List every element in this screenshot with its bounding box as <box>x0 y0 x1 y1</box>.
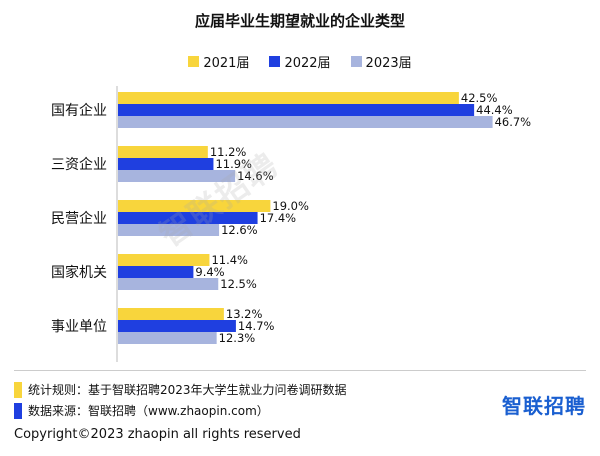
bar <box>118 92 459 104</box>
data-label: 11.4% <box>211 253 248 267</box>
bar <box>118 200 271 212</box>
bar <box>118 116 493 128</box>
bar <box>118 224 220 236</box>
data-label: 12.3% <box>219 331 256 345</box>
chart-title: 应届毕业生期望就业的企业类型 <box>194 12 405 30</box>
data-label: 42.5% <box>461 91 498 105</box>
data-label: 12.6% <box>221 223 258 237</box>
legend-item-2023: 2023届 <box>350 52 412 71</box>
category-label: 国有企业 <box>51 102 107 119</box>
bar <box>118 254 210 266</box>
bar <box>118 278 219 290</box>
legend-label-2021: 2021届 <box>203 56 250 71</box>
bar-chart: 国有企业 42.5%44.4%46.7% 三资企业 11.2%11.9%14.6% 民营… <box>51 86 532 362</box>
bar <box>118 332 217 344</box>
note-rule-text: 统计规则：基于智联招聘2023年大学生就业力问卷调研数据 <box>28 383 347 397</box>
data-label: 44.4% <box>476 103 513 117</box>
data-label: 12.5% <box>220 277 257 291</box>
legend-label-2023: 2023届 <box>365 56 412 71</box>
copyright: Copyright©2023 zhaopin all rights reserv… <box>14 427 301 442</box>
bar <box>118 266 194 278</box>
legend-item-2021: 2021届 <box>188 52 249 71</box>
bar <box>118 212 258 224</box>
note-swatch-rule <box>14 381 22 398</box>
category-label: 国家机关 <box>51 264 107 281</box>
legend-label-2022: 2022届 <box>284 56 331 71</box>
legend-item-2022: 2022届 <box>269 52 331 71</box>
note-swatch-source <box>14 402 22 419</box>
legend: 2021届 2022届 2023届 <box>0 52 600 71</box>
category-label: 事业单位 <box>51 319 107 335</box>
category-label: 三资企业 <box>51 156 107 173</box>
bar <box>118 308 224 320</box>
legend-swatch-2022 <box>269 56 281 67</box>
note-source-text: 数据来源：智联招聘（www.zhaopin.com） <box>28 404 269 418</box>
data-label: 9.4% <box>195 265 224 279</box>
brand-logo: 智联招聘 <box>502 394 586 418</box>
data-label: 19.0% <box>272 199 309 213</box>
bar <box>118 320 236 332</box>
category-label: 民营企业 <box>51 210 107 227</box>
data-label: 14.6% <box>237 169 274 183</box>
data-label: 14.7% <box>238 319 275 333</box>
bar <box>118 158 214 170</box>
data-label: 13.2% <box>226 307 263 321</box>
bar <box>118 170 236 182</box>
note-rule: 统计规则：基于智联招聘2023年大学生就业力问卷调研数据 <box>14 381 347 398</box>
legend-swatch-2021 <box>188 56 200 67</box>
data-label: 46.7% <box>495 115 532 129</box>
note-source: 数据来源：智联招聘（www.zhaopin.com） <box>14 402 269 419</box>
divider <box>14 370 586 371</box>
data-label: 11.2% <box>210 145 247 159</box>
bar <box>118 146 208 158</box>
data-label: 17.4% <box>260 211 297 225</box>
bar <box>118 104 475 116</box>
data-label: 11.9% <box>215 157 252 171</box>
legend-swatch-2023 <box>350 56 362 67</box>
